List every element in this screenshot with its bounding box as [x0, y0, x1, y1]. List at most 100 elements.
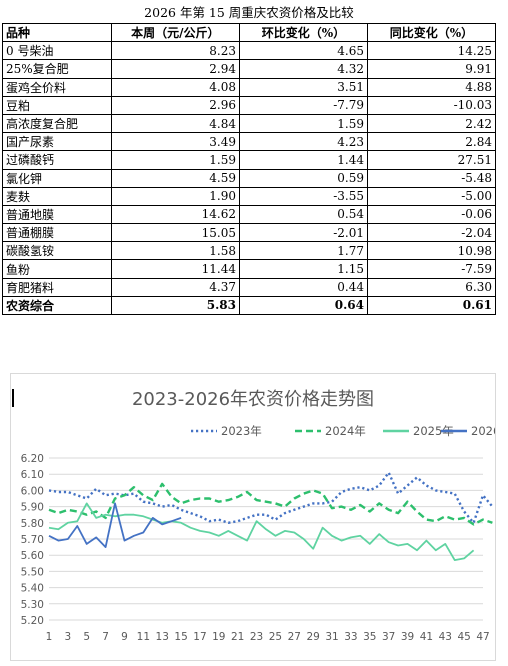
- cell-name: 蛋鸡全价料: [2, 77, 112, 97]
- cell-yoy: 9.91: [366, 59, 497, 79]
- cell-mom: 4.32: [238, 59, 368, 79]
- x-tick-label: 11: [137, 631, 150, 643]
- table-body: 0 号柴油 8.23 4.65 14.25 25%复合肥 2.94 4.32 9.91 蛋鸡全价…: [2, 41, 497, 316]
- chart-title: 2023-2026年农资价格走势图: [132, 389, 374, 410]
- cell-price: 3.49: [110, 132, 240, 152]
- cell-price: 1.90: [110, 186, 240, 206]
- cell-mom: -3.55: [238, 186, 368, 206]
- cell-mom: 1.44: [238, 150, 368, 170]
- header-yoy: 同比变化（%）: [366, 22, 497, 43]
- table-row: 蛋鸡全价料 4.08 3.51 4.88: [2, 77, 497, 97]
- x-tick-label: 25: [269, 631, 282, 643]
- cell-name: 普通棚膜: [2, 223, 112, 243]
- cell-yoy: -5.48: [366, 168, 497, 188]
- x-tick-label: 33: [344, 631, 357, 643]
- table-row: 氯化钾 4.59 0.59 -5.48: [2, 168, 497, 188]
- y-tick-label: 5.30: [21, 599, 44, 611]
- x-tick-label: 47: [476, 631, 489, 643]
- x-tick-label: 23: [250, 631, 263, 643]
- y-tick-label: 5.80: [21, 518, 44, 530]
- table-row: 普通棚膜 15.05 -2.01 -2.04: [2, 223, 497, 243]
- total-mom: 0.64: [238, 295, 368, 316]
- table-row: 高浓度复合肥 4.84 1.59 2.42: [2, 113, 497, 134]
- table-row: 麦麸 1.90 -3.55 -5.00: [2, 186, 497, 206]
- cell-price: 2.94: [110, 59, 240, 79]
- table-row: 0 号柴油 8.23 4.65 14.25: [2, 41, 497, 61]
- y-tick-label: 5.40: [21, 583, 44, 595]
- legend-label: 2025年: [413, 424, 454, 438]
- cell-yoy: -0.06: [366, 204, 497, 225]
- text-cursor: [12, 389, 14, 407]
- cell-price: 14.62: [110, 204, 240, 225]
- cell-name: 普通地膜: [2, 204, 112, 225]
- cell-yoy: 27.51: [366, 150, 497, 170]
- cell-mom: 3.51: [238, 77, 368, 97]
- x-tick-label: 41: [420, 631, 433, 643]
- cell-name: 鱼粉: [2, 259, 112, 279]
- cell-name: 25%复合肥: [2, 59, 112, 79]
- legend-label: 2024年: [325, 424, 366, 438]
- cell-name: 高浓度复合肥: [2, 113, 112, 134]
- x-tick-label: 45: [457, 631, 470, 643]
- cell-mom: 1.59: [238, 113, 368, 134]
- trend-chart-svg: 2023-2026年农资价格走势图 6.20 6.10 6.00 5.90 5.80 5.7…: [21, 389, 495, 643]
- cell-price: 4.37: [110, 277, 240, 297]
- cell-yoy: 10.98: [366, 241, 497, 261]
- header-price: 本周（元/公斤）: [110, 22, 240, 43]
- series-line-1: [48, 482, 493, 526]
- cell-name: 育肥猪料: [2, 277, 112, 297]
- table-row-total: 农资综合 5.83 0.64 0.61: [2, 295, 497, 316]
- x-tick-label: 29: [306, 631, 319, 643]
- y-tick-label: 5.60: [21, 550, 44, 562]
- x-tick-label: 5: [83, 631, 90, 643]
- y-tick-label: 5.20: [21, 615, 44, 627]
- table-row: 过磷酸钙 1.59 1.44 27.51: [2, 150, 497, 170]
- x-tick-label: 15: [174, 631, 187, 643]
- cell-name: 豆粕: [2, 95, 112, 115]
- cell-mom: -7.79: [238, 95, 368, 115]
- cell-price: 2.96: [110, 95, 240, 115]
- x-tick-label: 21: [231, 631, 244, 643]
- x-tick-label: 31: [325, 631, 338, 643]
- cell-yoy: 2.42: [366, 113, 497, 134]
- cell-yoy: 6.30: [366, 277, 497, 297]
- cell-mom: 1.77: [238, 241, 368, 261]
- cell-yoy: 2.84: [366, 132, 497, 152]
- y-tick-label: 5.90: [21, 502, 44, 514]
- price-table: 2026 年第 15 周重庆农资价格及比较 品种 本周（元/公斤） 环比变化（%…: [2, 2, 497, 316]
- table-row: 国产尿素 3.49 4.23 2.84: [2, 132, 497, 152]
- cell-name: 氯化钾: [2, 168, 112, 188]
- x-tick-label: 35: [363, 631, 376, 643]
- total-price: 5.83: [110, 295, 240, 316]
- table-row: 碳酸氢铵 1.58 1.77 10.98: [2, 241, 497, 261]
- header-mom: 环比变化（%）: [238, 22, 368, 43]
- cell-yoy: -5.00: [366, 186, 497, 206]
- cell-yoy: -7.59: [366, 259, 497, 279]
- x-tick-label: 27: [288, 631, 301, 643]
- cell-mom: 0.59: [238, 168, 368, 188]
- cell-name: 过磷酸钙: [2, 150, 112, 170]
- cell-price: 8.23: [110, 41, 240, 61]
- x-tick-label: 1: [46, 631, 53, 643]
- trend-chart: 2023-2026年农资价格走势图 6.20 6.10 6.00 5.90 5.80 5.7…: [10, 373, 496, 661]
- cell-mom: 0.54: [238, 204, 368, 225]
- cell-price: 4.59: [110, 168, 240, 188]
- cell-mom: 4.65: [238, 41, 368, 61]
- cell-mom: 1.15: [238, 259, 368, 279]
- y-tick-label: 5.50: [21, 566, 44, 578]
- x-tick-label: 13: [156, 631, 169, 643]
- table-caption: 2026 年第 15 周重庆农资价格及比较: [144, 5, 354, 20]
- legend-label: 2026年: [471, 424, 495, 438]
- series-line-2: [48, 502, 475, 562]
- cell-name: 0 号柴油: [2, 41, 112, 61]
- cell-price: 1.59: [110, 150, 240, 170]
- table-row: 普通地膜 14.62 0.54 -0.06: [2, 204, 497, 225]
- price-table-container: 2026 年第 15 周重庆农资价格及比较 品种 本周（元/公斤） 环比变化（%…: [2, 2, 497, 316]
- header-name: 品种: [2, 22, 112, 43]
- y-tick-label: 6.10: [21, 469, 44, 481]
- y-tick-label: 6.00: [21, 485, 44, 497]
- table-header-row: 品种 本周（元/公斤） 环比变化（%） 同比变化（%）: [2, 22, 497, 43]
- total-name: 农资综合: [2, 295, 112, 316]
- table-row: 25%复合肥 2.94 4.32 9.91: [2, 59, 497, 79]
- x-tick-label: 17: [193, 631, 206, 643]
